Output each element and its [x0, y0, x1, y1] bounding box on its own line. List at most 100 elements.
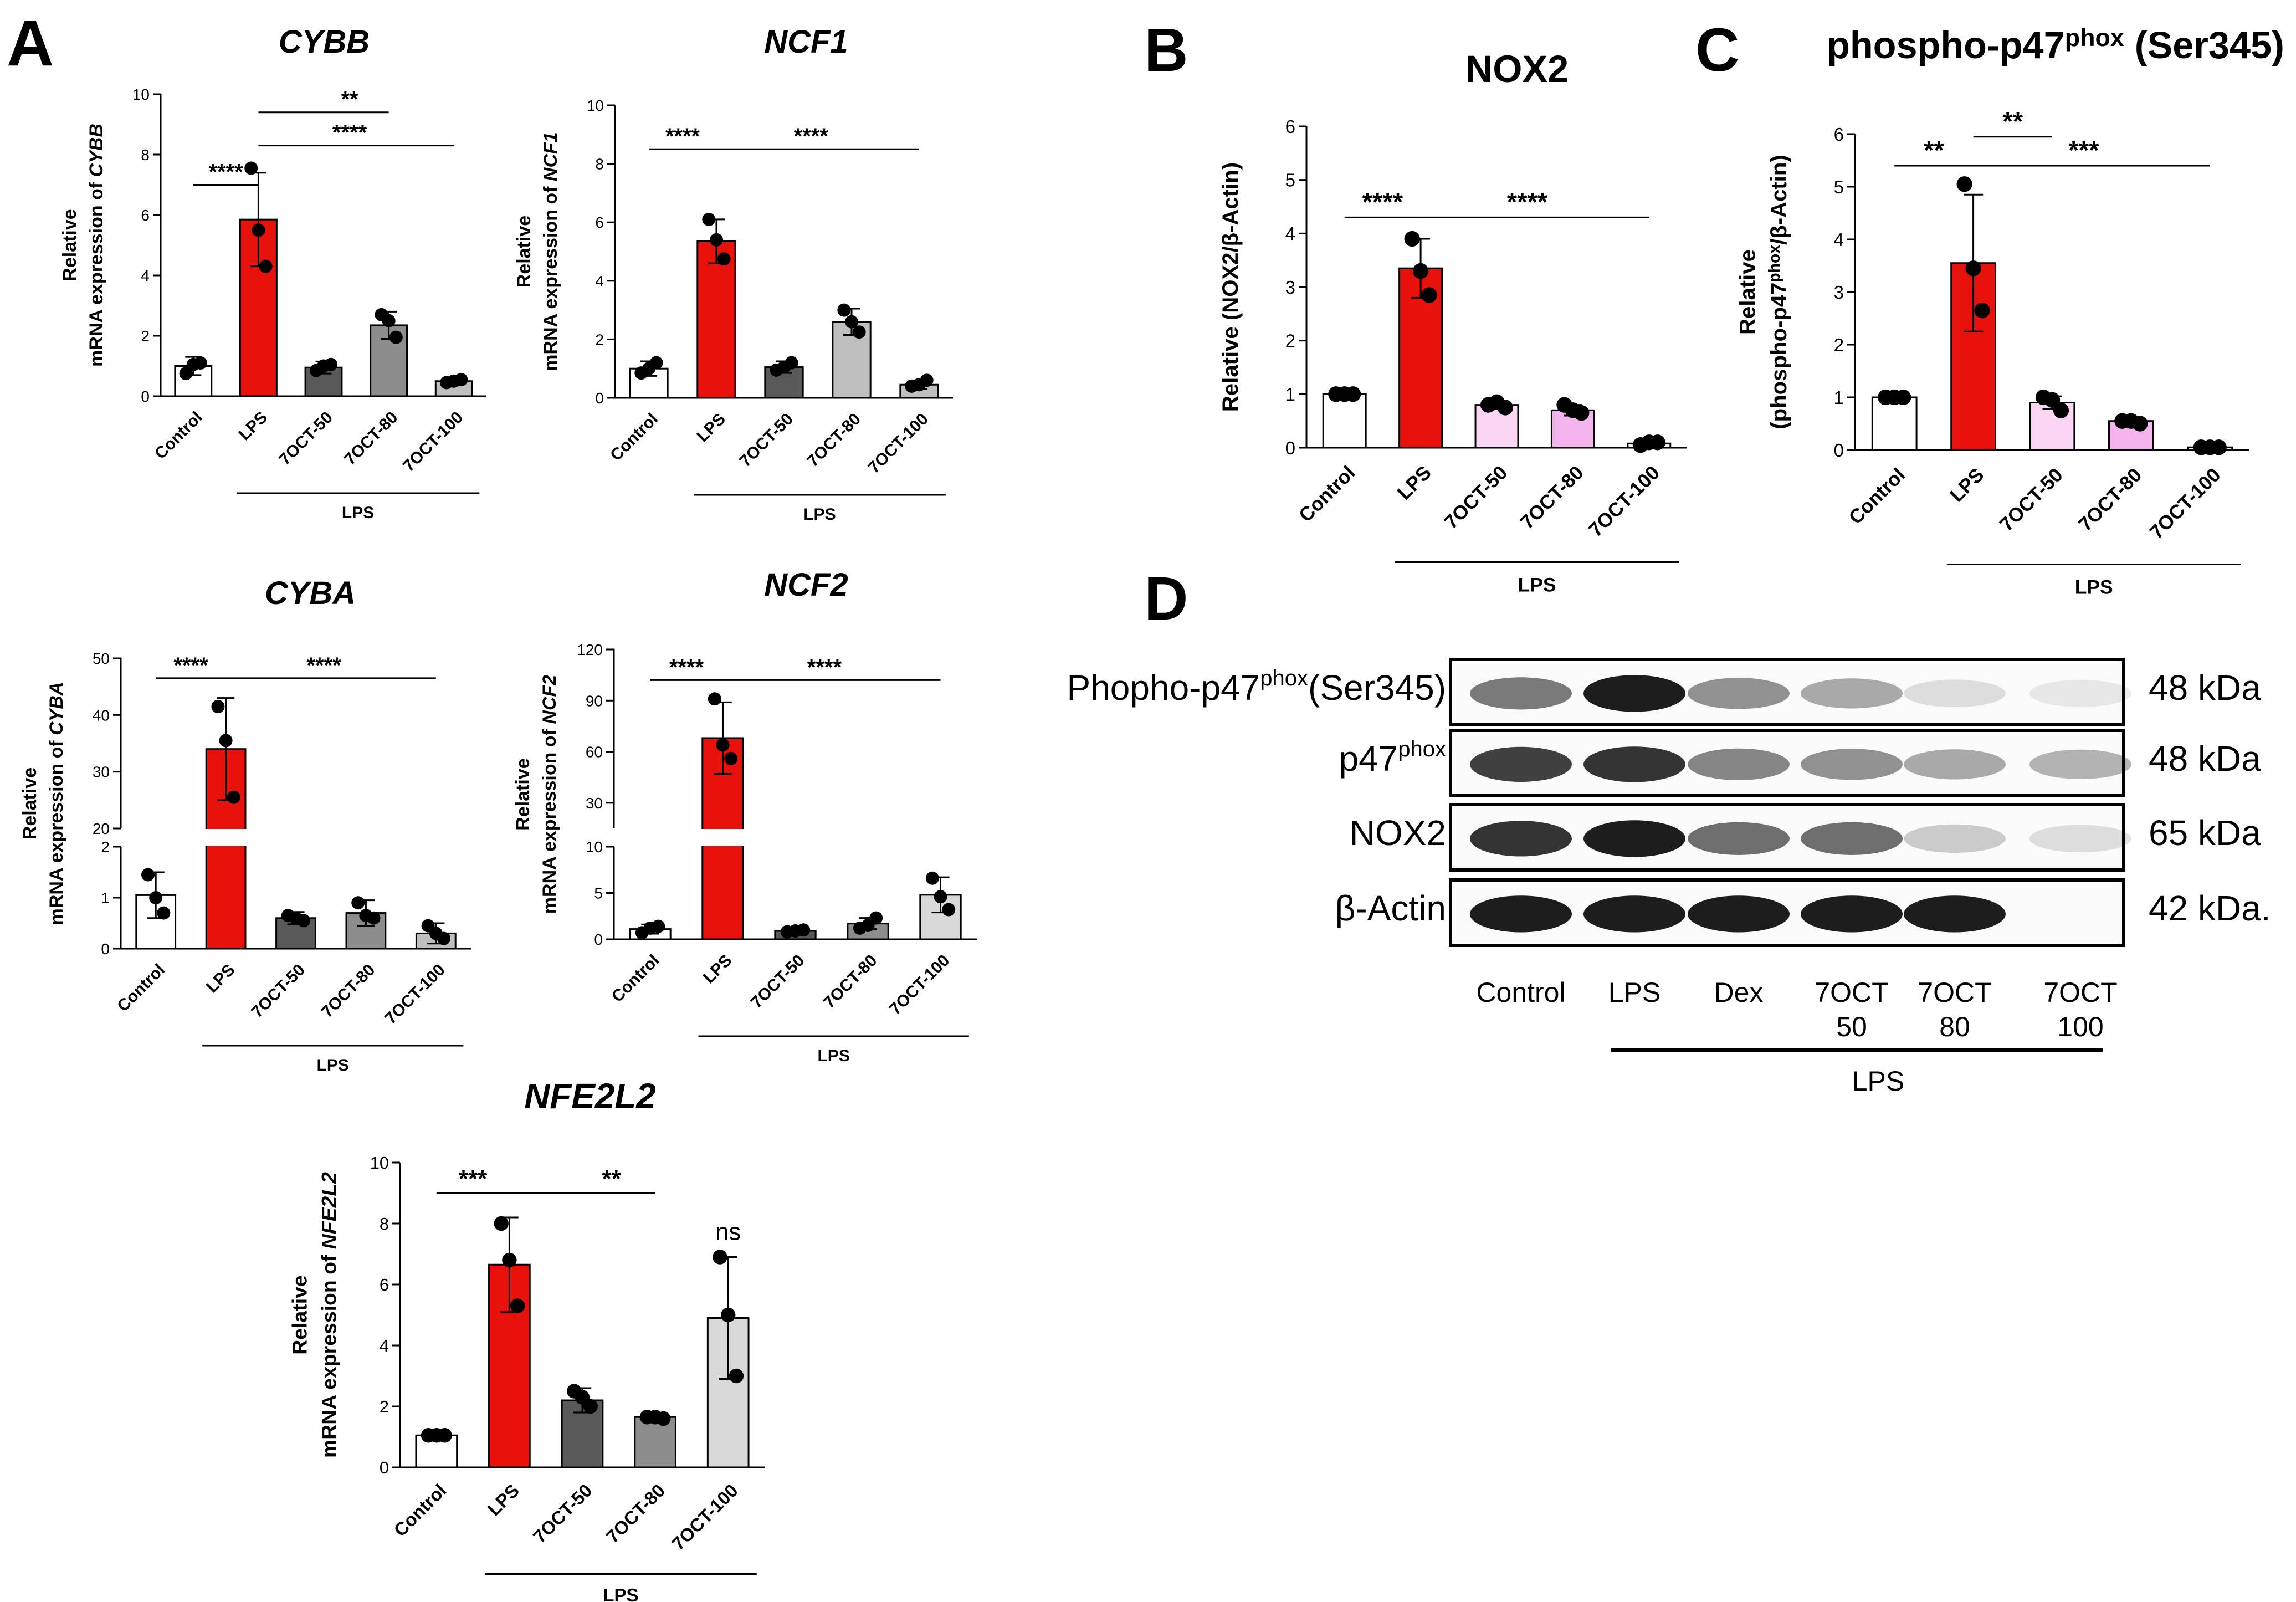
y-axis-label: Relative [1735, 249, 1760, 335]
data-point [729, 1368, 744, 1384]
y-tick-label: 2 [141, 327, 150, 345]
y-tick-label: 8 [141, 146, 150, 163]
y-tick-label: 0 [101, 940, 110, 958]
y-tick-label: 50 [93, 650, 110, 667]
chart-title: NCF2 [764, 567, 848, 603]
y-tick-label: 0 [380, 1458, 389, 1477]
data-point [1956, 176, 1972, 192]
blot-row-label-text: β-Actin [1335, 888, 1446, 928]
blot-band [1470, 677, 1572, 710]
y-tick-label: 10 [370, 1153, 389, 1173]
x-tick-label: Control [390, 1480, 450, 1540]
x-tick-label: 7OCT-50 [276, 408, 336, 469]
group-label: LPS [817, 1047, 849, 1065]
significance-label: ** [1924, 136, 1944, 165]
data-point [510, 1298, 525, 1313]
y-tick-label: 1 [101, 889, 110, 907]
y-axis-label-part: mRNA expression of [86, 177, 107, 367]
y-axis-label: mRNA expression of CYBA [46, 682, 67, 925]
y-axis-label-part: mRNA expression of [539, 724, 560, 914]
data-point [837, 303, 851, 317]
y-tick-label: 3 [1834, 283, 1844, 303]
data-point [389, 330, 403, 344]
y-axis-label: mRNA expression of NFE2L2 [317, 1172, 341, 1458]
y-tick-label: 30 [93, 764, 110, 781]
significance-label: **** [173, 653, 208, 678]
data-point [797, 923, 811, 937]
data-point [852, 325, 866, 339]
data-point [1974, 303, 1990, 319]
data-point [2044, 392, 2061, 408]
significance-label: **** [669, 655, 704, 679]
y-axis-label-part: Relative (NOX2/β-Actin) [1218, 162, 1243, 412]
chart-title: NFE2L2 [524, 1076, 656, 1116]
chart-cyba: CYBA Relative mRNA expression of CYBA 0 1 220… [19, 575, 471, 1074]
x-tick-label: 7OCT-100 [865, 410, 932, 477]
group-label: LPS [803, 505, 836, 524]
y-tick-label: 30 [586, 795, 603, 812]
blot-row-label-text: NOX2 [1350, 813, 1446, 853]
data-point [437, 931, 450, 945]
y-axis-label-part: CYBB [86, 124, 107, 177]
y-tick-label: 1 [1285, 385, 1295, 405]
bar [1322, 393, 1367, 449]
y-tick-label: 2 [101, 838, 110, 856]
y-tick-label: 20 [93, 820, 110, 837]
group-label: LPS [317, 1056, 349, 1074]
blot-band [1583, 820, 1685, 857]
chart-nfe2l2: NFE2L2 Relative mRNA expression of NFE2L2 0… [288, 1076, 765, 1602]
data-point [219, 734, 233, 748]
blot-band [1801, 822, 1903, 855]
group-label: LPS [342, 504, 374, 522]
x-tick-label: 7OCT-100 [886, 951, 953, 1018]
y-axis-label-part: Relative [512, 758, 534, 830]
data-point [869, 911, 883, 925]
panel-letter-b: B [1144, 16, 1188, 84]
x-tick-label: LPS [235, 408, 271, 444]
blot-band [1583, 895, 1685, 933]
blot-band [1904, 895, 2006, 933]
data-point [351, 896, 365, 910]
blot-band [2030, 825, 2131, 853]
chart-title: NOX2 [1465, 48, 1569, 90]
y-tick-label: 5 [1285, 170, 1295, 191]
data-point [2211, 439, 2227, 455]
blot-mass-label: 48 kDa [2149, 668, 2261, 708]
chart-p47: phospho-p47phox (Ser345)Relative (phospho… [1735, 23, 2284, 598]
data-point [1574, 405, 1590, 421]
x-tick-label: Control [1844, 464, 1909, 529]
blot-band [1470, 821, 1572, 857]
blot-lane-label: 7OCT [1918, 977, 1991, 1008]
blot-row-label: NOX2 [1350, 813, 1446, 853]
significance-label: *** [459, 1165, 488, 1192]
y-tick-label: 5 [594, 885, 603, 902]
data-point [252, 223, 265, 237]
chart-title-tail: (Ser345) [2124, 24, 2284, 66]
y-axis-label: (phospho-p47phox/β-Actin) [1766, 155, 1791, 429]
y-axis-label: Relative [512, 758, 534, 830]
y-tick-label: 4 [595, 273, 604, 290]
y-tick-label: 10 [587, 97, 604, 114]
significance-label: **** [794, 124, 829, 149]
data-point [1895, 389, 1911, 406]
y-tick-label: 6 [141, 207, 150, 224]
y-axis-label-part: Relative [288, 1275, 311, 1354]
blot-mass-label: 48 kDa [2149, 739, 2261, 779]
data-point [437, 1428, 452, 1443]
data-point [141, 868, 155, 882]
y-axis-label: Relative [59, 209, 80, 281]
data-point [494, 1216, 509, 1231]
y-tick-label: 120 [577, 641, 603, 658]
x-tick-label: 7OCT-80 [820, 951, 880, 1012]
significance-label: **** [1507, 188, 1548, 217]
data-point [721, 1307, 736, 1323]
y-axis-label-part: Relative [514, 216, 535, 288]
data-point [724, 751, 738, 765]
y-axis-label-part: Relative [59, 209, 80, 281]
y-axis-label: Relative [19, 767, 40, 840]
y-tick-label: 10 [586, 838, 603, 856]
y-tick-label: 6 [595, 214, 604, 231]
y-tick-label: 0 [595, 390, 604, 407]
y-tick-label: 90 [586, 692, 603, 709]
